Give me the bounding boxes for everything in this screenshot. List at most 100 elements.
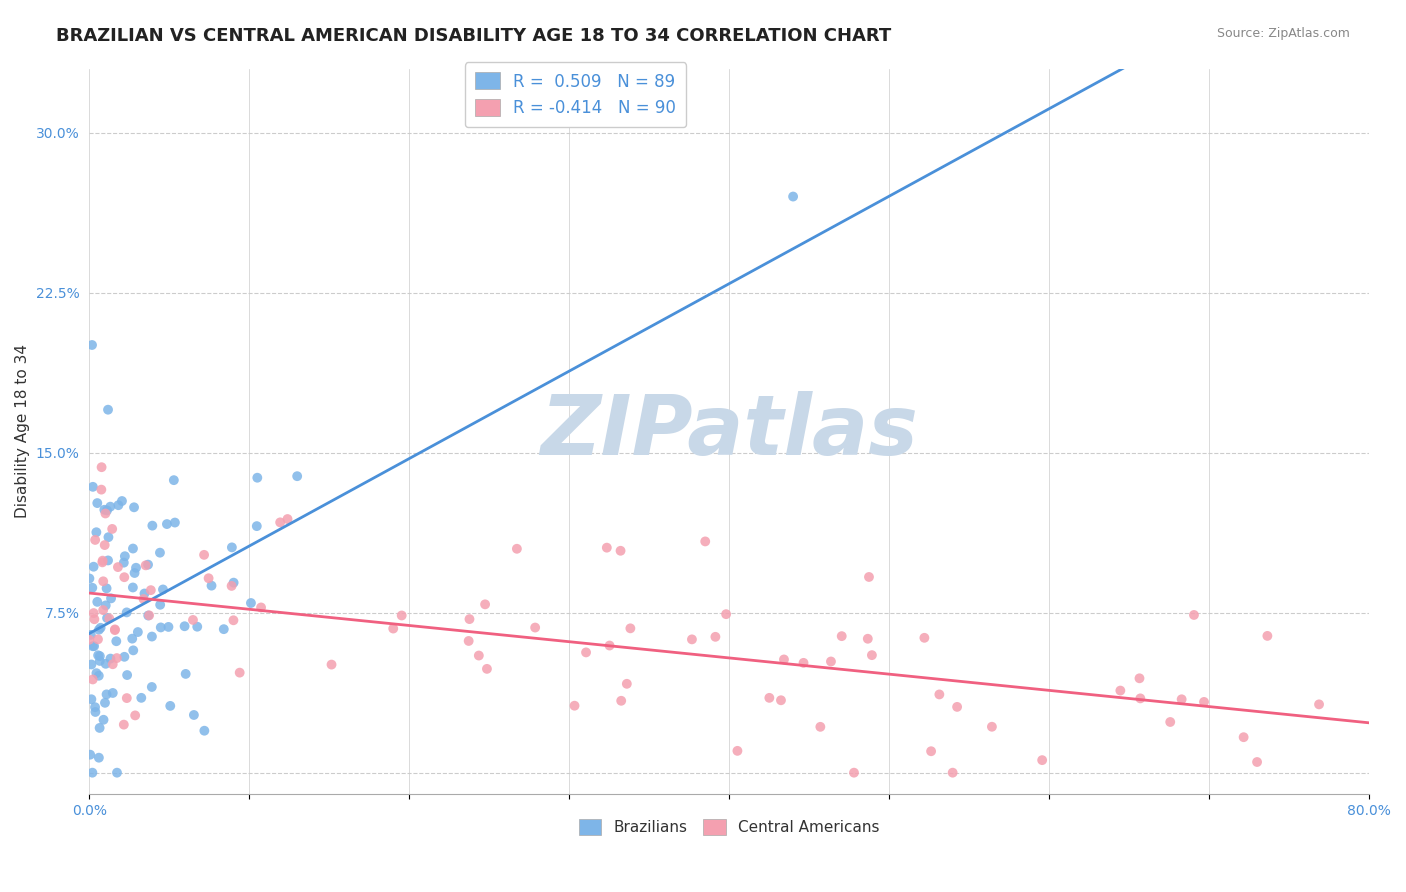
Point	[105, 765, 128, 780]
Point	[112, 717, 135, 731]
Point	[141, 630, 163, 644]
Point	[564, 698, 586, 713]
Point	[122, 643, 145, 657]
Point	[163, 473, 186, 487]
Point	[1170, 692, 1192, 706]
Point	[100, 591, 122, 606]
Point	[1109, 683, 1132, 698]
Point	[80, 692, 103, 706]
Point	[619, 621, 641, 635]
Point	[80, 628, 103, 642]
Point	[94, 507, 117, 521]
Point	[149, 598, 172, 612]
Text: Source: ZipAtlas.com: Source: ZipAtlas.com	[1216, 27, 1350, 40]
Point	[100, 651, 122, 665]
Point	[94, 599, 117, 613]
Point	[506, 541, 529, 556]
Point	[139, 583, 162, 598]
Point	[149, 546, 172, 560]
Point	[77, 632, 100, 647]
Point	[122, 581, 145, 595]
Point	[89, 654, 111, 668]
Point	[1128, 671, 1150, 685]
Point	[96, 687, 118, 701]
Point	[616, 677, 638, 691]
Point	[129, 690, 152, 705]
Point	[83, 639, 105, 653]
Point	[87, 648, 110, 663]
Point	[474, 598, 496, 612]
Point	[599, 639, 621, 653]
Point	[134, 586, 156, 600]
Point	[1182, 607, 1205, 622]
Point	[920, 744, 942, 758]
Point	[105, 634, 128, 648]
Point	[758, 690, 780, 705]
Point	[222, 613, 245, 627]
Point	[842, 765, 865, 780]
Point	[82, 480, 104, 494]
Point	[93, 502, 115, 516]
Point	[773, 652, 796, 666]
Point	[79, 572, 101, 586]
Point	[96, 582, 118, 596]
Point	[83, 612, 105, 626]
Point	[856, 632, 879, 646]
Point	[221, 579, 243, 593]
Point	[769, 693, 792, 707]
Point	[79, 747, 101, 762]
Point	[980, 720, 1002, 734]
Point	[942, 765, 965, 780]
Point	[820, 655, 842, 669]
Point	[928, 688, 950, 702]
Point	[111, 494, 134, 508]
Point	[391, 608, 413, 623]
Point	[105, 651, 128, 665]
Point	[912, 631, 935, 645]
Point	[1246, 755, 1268, 769]
Point	[246, 519, 269, 533]
Point	[91, 603, 114, 617]
Point	[157, 620, 180, 634]
Point	[112, 649, 135, 664]
Point	[704, 630, 727, 644]
Point	[1233, 730, 1256, 744]
Point	[141, 518, 163, 533]
Point	[321, 657, 343, 672]
Point	[97, 402, 120, 417]
Point	[1159, 714, 1181, 729]
Point	[90, 483, 112, 497]
Point	[193, 723, 215, 738]
Point	[285, 469, 308, 483]
Point	[82, 639, 104, 653]
Point	[212, 622, 235, 636]
Point	[609, 543, 631, 558]
Point	[575, 645, 598, 659]
Point	[714, 607, 737, 622]
Point	[97, 530, 120, 544]
Point	[149, 620, 172, 634]
Point	[1308, 698, 1330, 712]
Point	[221, 541, 243, 555]
Point	[84, 705, 107, 719]
Point	[132, 592, 155, 607]
Point	[82, 581, 104, 595]
Point	[98, 611, 121, 625]
Point	[93, 538, 115, 552]
Point	[135, 558, 157, 573]
Point	[163, 516, 186, 530]
Point	[138, 608, 160, 623]
Point	[276, 512, 298, 526]
Point	[91, 554, 114, 568]
Point	[90, 621, 112, 635]
Point	[115, 606, 138, 620]
Point	[858, 570, 880, 584]
Point	[112, 570, 135, 584]
Point	[946, 699, 969, 714]
Point	[80, 657, 103, 672]
Point	[681, 632, 703, 647]
Point	[250, 600, 273, 615]
Point	[159, 698, 181, 713]
Point	[125, 561, 148, 575]
Point	[831, 629, 853, 643]
